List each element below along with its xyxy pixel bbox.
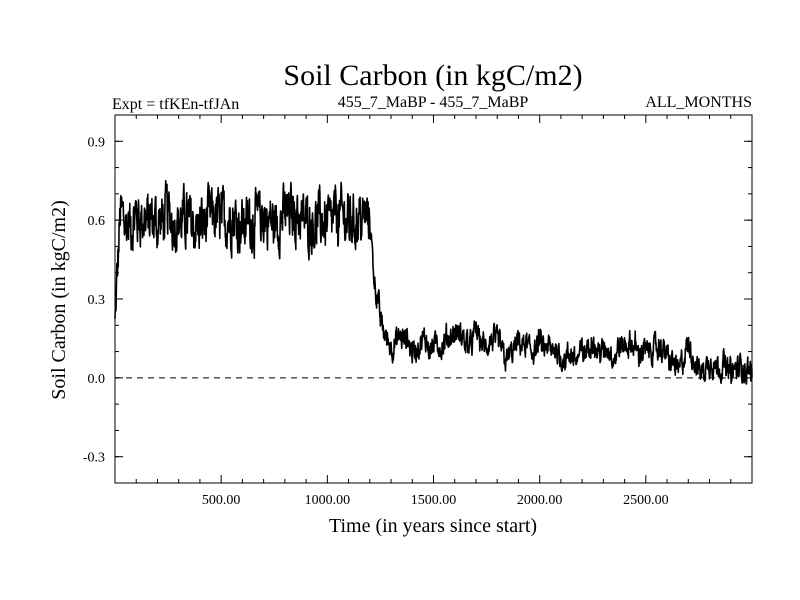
y-tick-label: -0.3 [83,451,105,466]
series-layer [114,179,753,385]
period-label: 455_7_MaBP - 455_7_MaBP [338,94,529,111]
x-tick-label: 2500.00 [623,493,669,508]
x-axis-label: Time (in years since start) [329,515,537,537]
x-tick-label: 500.00 [202,493,241,508]
x-tick-label: 1000.00 [305,493,351,508]
y-tick-label: 0.3 [88,293,106,308]
plot-frame [114,114,753,484]
y-axis-label: Soil Carbon (in kgC/m2) [48,200,70,399]
x-axis: 500.00 1000.00 1500.00 2000.00 2500.00 [135,115,732,508]
soil-carbon-series-line [114,179,753,385]
y-tick-label: 0.0 [88,372,106,387]
x-tick-label: 2000.00 [517,493,563,508]
chart-title: Soil Carbon (in kgC/m2) [283,59,582,92]
y-tick-label: 0.9 [88,135,106,150]
months-label: ALL_MONTHS [645,94,752,111]
experiment-label: Expt = tfKEn-tfJAn [112,96,239,113]
y-tick-label: 0.6 [88,214,106,229]
x-tick-label: 1500.00 [411,493,457,508]
y-axis: -0.3 0.0 0.3 0.6 0.9 [83,114,752,484]
